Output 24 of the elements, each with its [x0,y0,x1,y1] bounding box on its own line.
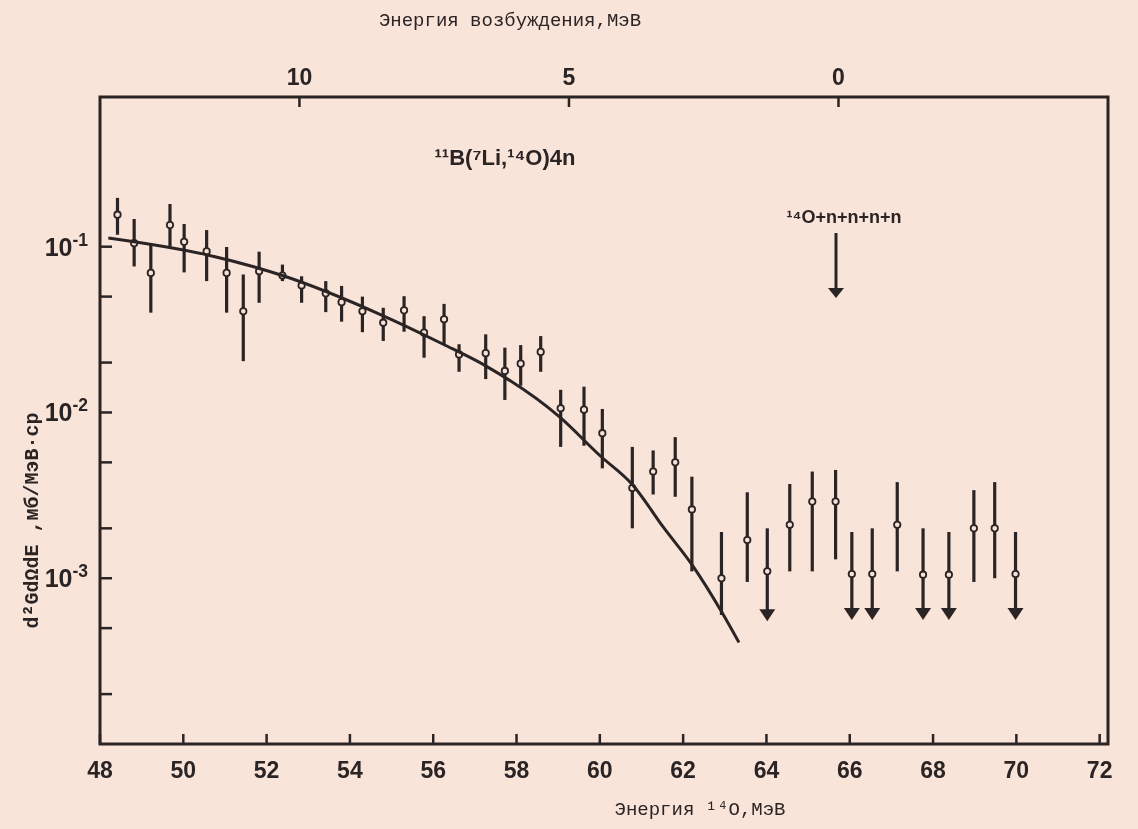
x-tick-label: 58 [503,757,530,783]
x-tick-label: 72 [1086,757,1113,783]
x-tick-label: 66 [836,757,863,783]
x-tick-label: 68 [920,757,947,783]
y-axis-title: d²GdΩdE ,мб/МэВ·ср [21,412,44,629]
y-tick-label: 10$^{-2}$ [44,395,89,427]
annotation: ¹¹B(⁷Li,¹⁴O)4n [434,145,576,170]
annotation: ¹⁴O+n+n+n+n [786,207,902,227]
y-tick-label: 10$^{-3}$ [44,561,89,593]
x-tick-label: 56 [420,757,447,783]
x-tick-label: 60 [587,757,613,783]
x-tick-label: 64 [753,757,780,783]
x-tick-label: 50 [170,757,197,783]
x2-tick-label: 5 [562,64,576,90]
x2-tick-label: 0 [832,64,845,90]
x2-axis-title: Энергия возбуждения,МэВ [378,10,642,32]
x-tick-label: 52 [253,757,280,783]
y-tick-label: 10$^{-1}$ [44,229,89,261]
x-axis-title: Энергия ¹⁴O,МэВ [614,799,786,821]
x-tick-label: 62 [670,757,696,783]
x-tick-label: 70 [1003,757,1030,783]
x2-tick-label: 10 [286,64,313,90]
x-tick-label: 48 [87,757,113,783]
x-tick-label: 54 [337,757,363,783]
